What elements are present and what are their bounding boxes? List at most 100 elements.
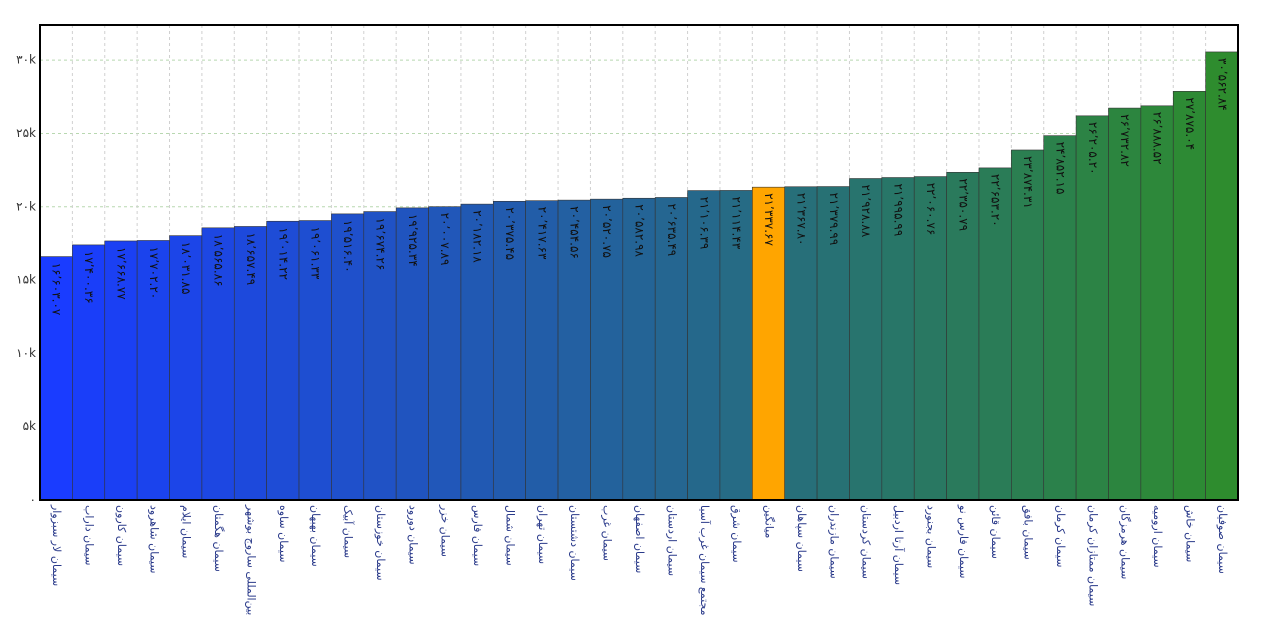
value-label: ۲۲٬۳۵۰.۷۹ [956, 178, 970, 231]
value-label: ۲۱٬۹۹۵.۹۹ [892, 184, 906, 237]
x-tick-label: سیمان خزر [439, 504, 452, 557]
value-label: ۲۰٬۰۰۷.۸۹ [438, 213, 452, 266]
x-tick-label: سیمان لار سبزوار [50, 504, 63, 586]
bar [1011, 149, 1045, 501]
value-label: ۲۰٬۱۸۲.۱۸ [471, 210, 485, 263]
bar [233, 226, 267, 501]
bar [72, 244, 106, 501]
x-tick-label: بین‌المللی ساروج بوشهر [244, 504, 257, 615]
bar [136, 240, 170, 501]
value-label: ۲۶٬۷۳۲.۸۲ [1118, 114, 1132, 167]
bar [654, 197, 688, 501]
bar [978, 167, 1012, 501]
bar [881, 177, 915, 501]
x-tick-label: سیمان آبیک [342, 505, 356, 558]
value-label: ۲۷٬۸۷۵.۰۴ [1183, 97, 1197, 150]
value-label: ۱۷٬۴۰۰.۳۶ [82, 251, 96, 304]
bars [39, 51, 1239, 501]
value-label: ۲۱٬۳۶۷.۸۰ [794, 193, 808, 246]
y-tick-label: ۱۰k [16, 346, 36, 360]
bar [492, 200, 526, 501]
y-tick-label: ۲۰k [16, 199, 36, 213]
x-tick-label: سیمان خاش [1183, 505, 1196, 562]
bar [525, 200, 559, 501]
value-label: ۱۹٬۰۶۱.۳۳ [309, 227, 323, 280]
bar [1075, 115, 1109, 501]
value-label: ۲۰٬۴۱۷.۶۳ [535, 207, 549, 260]
value-label: ۲۲٬۰۶۰.۷۶ [924, 183, 938, 236]
value-label: ۲۰٬۵۲۰.۷۵ [600, 205, 614, 258]
x-tick-label: سیمان تهران [536, 505, 549, 564]
value-label: ۱۷٬۷۰۲.۲۰ [147, 246, 161, 299]
bar [719, 190, 753, 501]
y-tick-label: ۲۵k [16, 126, 36, 140]
value-label: ۲۱٬۱۱۴.۴۳ [730, 196, 744, 249]
bar [557, 199, 591, 501]
value-label: ۲۲٬۶۵۳.۲۰ [989, 174, 1003, 227]
bar [169, 235, 203, 501]
bar [363, 211, 397, 501]
value-label: ۱۸٬۶۵۷.۴۹ [244, 232, 258, 285]
x-tick-label: سیمان ارومیه [1151, 505, 1164, 568]
x-tick-label: سیمان غرب [601, 505, 614, 561]
bar [428, 206, 462, 501]
bar [460, 203, 494, 501]
x-tick-label: سیمان سپاهان [795, 505, 808, 572]
bar [1172, 91, 1206, 501]
x-tick-label: سیمان ممتازان کرمان [1086, 505, 1099, 606]
bar [590, 198, 624, 501]
value-label: ۲۰٬۴۵۴.۵۶ [568, 206, 582, 259]
labels: ۰ ۵k ۱۰k ۱۵k ۲۰k ۲۵k ۳۰k ۱۶٬۶۰۳.۰۷ سیمان لار سبز… [16, 53, 1229, 616]
x-tick-label: سیمان هگمتان [212, 505, 225, 572]
bar [1140, 105, 1174, 501]
bar [331, 213, 365, 501]
x-tick-label: سیمان خوزستان [374, 505, 387, 581]
value-label: ۲۱٬۹۲۸.۸۸ [859, 185, 873, 238]
x-tick-label: سیمان اصفهان [633, 505, 646, 573]
value-label: ۲۴٬۸۵۲.۱۵ [1053, 142, 1067, 195]
bar [1205, 51, 1239, 501]
value-label: ۲۰٬۳۷۵.۴۵ [503, 207, 517, 260]
x-tick-label: سیمان بجنورد [924, 505, 937, 568]
bar [687, 190, 721, 501]
x-tick-label: میانگین [763, 505, 776, 539]
x-tick-label: سیمان بافق [1021, 505, 1035, 560]
x-tick-label: مجتمع سیمان غرب آسیا [698, 505, 712, 616]
value-label: ۲۱٬۱۰۶.۳۹ [697, 197, 711, 250]
x-tick-label: سیمان قائن [989, 505, 1002, 559]
value-label: ۱۹٬۰۱۴.۲۲ [276, 227, 290, 280]
x-tick-label: سیمان هرمزگان [1119, 505, 1132, 579]
x-tick-label: سیمان صوفیان [1216, 505, 1229, 574]
y-tick-label: ۱۵k [16, 273, 36, 287]
bar [946, 172, 980, 501]
x-tick-label: سیمان دشتستان [568, 505, 581, 581]
x-tick-label: سیمان شاهرود [147, 505, 160, 573]
bar [298, 220, 332, 501]
value-label: ۱۹٬۹۲۵.۳۴ [406, 214, 420, 267]
x-tick-label: سیمان مازندران [827, 505, 840, 579]
bar [622, 197, 656, 501]
x-tick-label: سیمان فارس نو [957, 504, 970, 578]
value-label: ۱۹٬۵۱۶.۴۰ [341, 220, 355, 273]
x-tick-label: سیمان کرمان [1054, 505, 1067, 567]
x-tick-label: سیمان داراب [83, 505, 96, 566]
x-tick-label: سیمان بهبهان [309, 505, 322, 567]
value-label: ۲۳٬۸۷۴.۳۱ [1021, 156, 1035, 209]
x-tick-label: سیمان کردستان [860, 505, 873, 579]
value-label: ۳۰٬۵۶۲.۸۴ [1215, 58, 1229, 111]
x-tick-label: سیمان دورود [406, 505, 419, 565]
bar [104, 240, 138, 501]
y-tick-label: ۳۰k [16, 53, 36, 67]
x-tick-label: سیمان شرق [730, 505, 743, 563]
value-label: ۲۱٬۳۷۹.۹۹ [827, 193, 841, 246]
value-label: ۱۷٬۶۶۸.۷۷ [114, 247, 128, 300]
x-tick-label: سیمان آرتا اردبیل [892, 505, 906, 585]
x-tick-label: سیمان ساوه [277, 505, 290, 562]
value-label: ۱۶٬۶۰۳.۰۷ [50, 263, 64, 316]
x-tick-label: سیمان اردستان [665, 505, 678, 576]
value-label: ۱۸٬۰۳۱.۸۵ [179, 242, 193, 295]
value-label: ۱۹٬۶۷۴.۲۶ [373, 218, 387, 271]
plot-frame [39, 24, 1239, 501]
value-label: ۱۸٬۵۶۵.۸۶ [212, 234, 226, 287]
bar [1108, 107, 1142, 501]
